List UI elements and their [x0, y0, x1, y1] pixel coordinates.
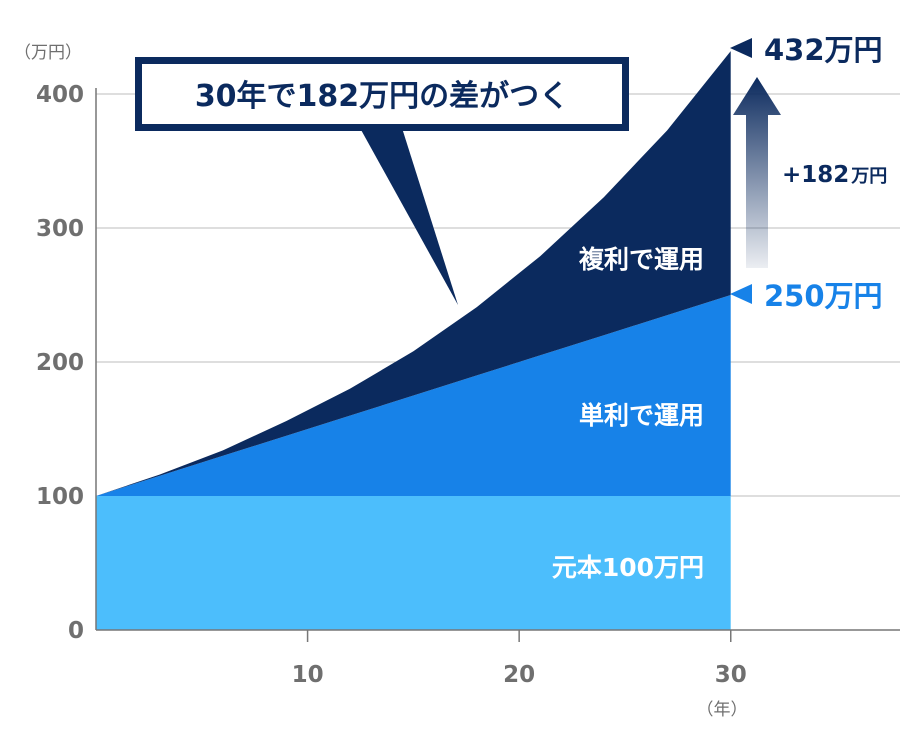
y-tick-label-0: 0 [68, 618, 84, 644]
area-principal [96, 496, 731, 630]
callout-box [142, 64, 622, 124]
difference-arrow [733, 77, 781, 268]
axes: 0 100 200 300 400 10 20 30 [36, 82, 900, 688]
chart-title: 30年で182万円の差がつく [195, 79, 569, 114]
series-label-principal: 元本100万円 [552, 553, 704, 582]
simple-end-marker [730, 284, 752, 304]
callout-pointer [360, 128, 458, 305]
simple-end-value: 250万円 [764, 279, 883, 313]
y-tick-label-200: 200 [36, 350, 84, 376]
series-label-simple: 単利で運用 [579, 401, 704, 430]
compound-end-value: 432万円 [764, 33, 883, 67]
y-tick-label-400: 400 [36, 82, 84, 108]
series-label-compound: 複利で運用 [579, 245, 704, 274]
x-tick-label-20: 20 [503, 662, 535, 688]
x-axis-unit-label: （年） [697, 700, 748, 720]
y-axis-unit-label: （万円） [14, 43, 82, 63]
x-tick-label-10: 10 [292, 662, 324, 688]
difference-value: +182 万円 [782, 162, 887, 188]
area-compound [96, 51, 731, 496]
area-series [96, 51, 731, 630]
callout: 30年で182万円の差がつく [135, 57, 629, 305]
area-simple [96, 295, 731, 496]
y-tick-label-100: 100 [36, 484, 84, 510]
y-tick-label-300: 300 [36, 216, 84, 242]
x-tick-label-30: 30 [715, 662, 747, 688]
compound-end-marker [730, 38, 752, 58]
